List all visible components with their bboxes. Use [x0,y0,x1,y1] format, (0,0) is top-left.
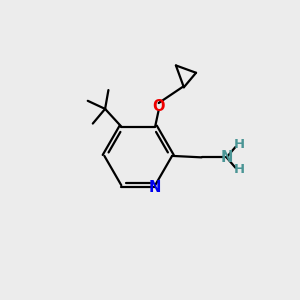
Text: H: H [233,163,244,176]
Text: H: H [233,139,244,152]
Text: O: O [152,99,165,114]
Text: N: N [149,180,161,195]
Text: N: N [220,150,233,165]
